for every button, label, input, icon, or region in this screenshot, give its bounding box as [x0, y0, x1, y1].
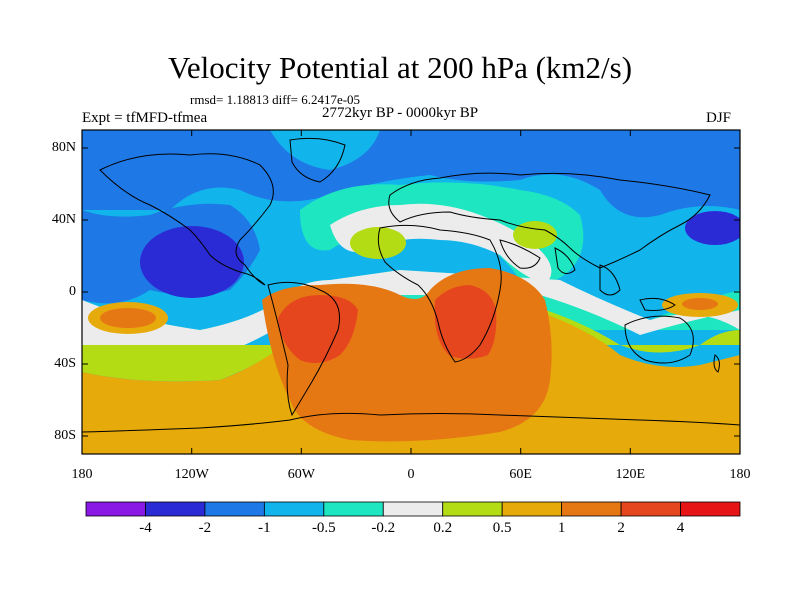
colorbar-swatch: [501, 501, 563, 517]
field-blob-pos1-westpacific: [682, 298, 718, 310]
colorbar: [85, 501, 741, 517]
stats-label: rmsd= 1.18813 diff= 6.2417e-05: [190, 92, 361, 107]
period-label: 2772kyr BP - 0000kyr BP: [322, 105, 479, 121]
colorbar-swatch: [263, 501, 325, 517]
colorbar-label: 1: [557, 520, 566, 536]
season-label: DJF: [706, 110, 732, 126]
colorbar-label: -1: [258, 520, 271, 536]
field-blob-pos1-eastpacific: [100, 308, 156, 328]
field-blob-pos2-southamerica: [278, 295, 358, 364]
x-tick-label: 60W: [287, 467, 315, 482]
field-layer-neutral-north: [330, 203, 552, 285]
colorbar-swatch: [85, 501, 146, 517]
field-layer-north-neg1: [82, 130, 740, 218]
x-tick-label: 120W: [174, 467, 209, 482]
axis-ticks: [82, 130, 740, 454]
colorbar-label: 2: [617, 520, 625, 536]
chart-title: Velocity Potential at 200 hPa (km2/s): [167, 50, 633, 85]
field-blob-neg2-pacific: [140, 226, 244, 298]
y-tick-label: 80N: [51, 140, 76, 155]
y-tick-label: 40N: [51, 212, 76, 227]
x-tick-label: 180: [729, 467, 751, 482]
field-layer-neutral-band: [82, 270, 740, 359]
colorbar-label: -2: [198, 520, 212, 536]
field-blob-pos02-northafrica: [350, 227, 406, 259]
y-tick-label: 0: [69, 284, 76, 299]
colorbar-swatch: [620, 501, 681, 517]
coastlines: [82, 137, 740, 433]
field-blob-pos2-africa: [434, 285, 497, 359]
colorbar-label: 0.2: [433, 520, 453, 536]
colorbar-swatch: [442, 501, 503, 517]
colorbar-label: -0.2: [371, 520, 396, 536]
field-blob-pos02-arabia: [513, 221, 557, 249]
colorbar-swatch: [382, 501, 444, 517]
colorbar-swatch: [204, 501, 265, 517]
x-tick-label: 60E: [509, 467, 532, 482]
field-layer-neg05-arctic: [270, 130, 380, 170]
field-blob-neg2-westpacific: [685, 211, 740, 245]
colorbar-label: -0.5: [311, 520, 336, 536]
colorbar-swatch: [561, 501, 622, 517]
colorbar-label: 0.5: [492, 520, 512, 536]
colorbar-label: -4: [139, 520, 152, 536]
x-tick-label: 180: [71, 467, 93, 482]
y-tick-label: 40S: [54, 356, 76, 371]
experiment-label: Expt = tfMFD-tfmea: [82, 110, 208, 126]
colorbar-swatch: [145, 501, 206, 517]
y-tick-label: 80S: [54, 428, 76, 443]
x-tick-label: 0: [407, 467, 415, 482]
colorbar-swatch: [323, 501, 384, 517]
colorbar-swatch: [680, 501, 741, 517]
field-layer-neg1-pacific-east: [620, 130, 740, 200]
x-tick-label: 120E: [615, 467, 646, 482]
colorbar-label: 4: [676, 520, 685, 536]
